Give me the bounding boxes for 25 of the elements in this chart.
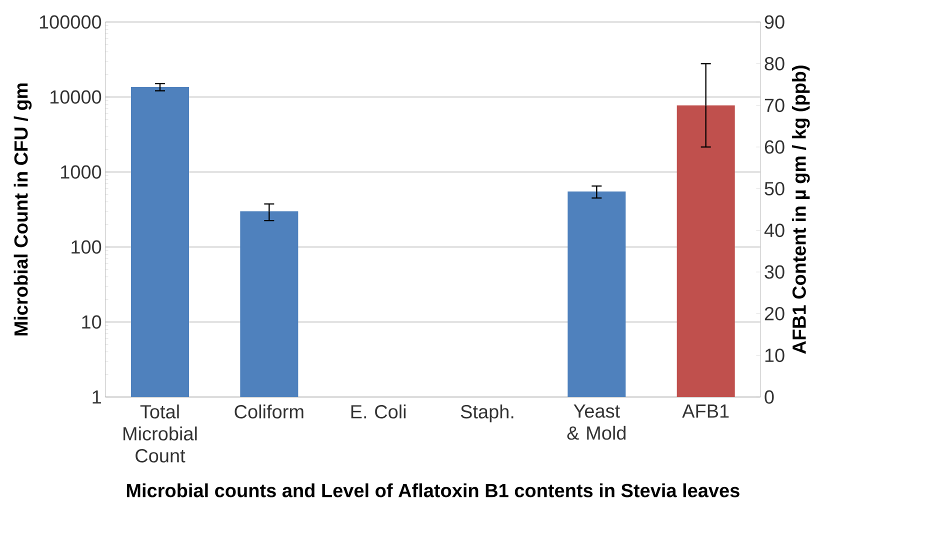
x-tick-label: Staph. (460, 404, 514, 422)
x-tick-label: Total Microbial Count (124, 404, 197, 462)
y2-tick-label: 30 (764, 265, 784, 279)
x-tick-label: Yeast & Mold (567, 404, 626, 440)
y2-tick-label: 90 (764, 15, 784, 29)
y2-axis-title: AFB1 Content in µ gm / kg (ppb) (792, 66, 810, 354)
x-axis-title: Microbial counts and Level of Aflatoxin B1 contents in Stevia leaves (126, 483, 740, 498)
y-tick-label: 10 (82, 315, 102, 329)
y-tick-label: 100 (72, 240, 102, 254)
y2-tick-label: 40 (764, 224, 784, 238)
y2-tick-label: 20 (764, 306, 784, 320)
x-tick-label: Coliform (234, 404, 304, 418)
x-tick-label: E. Coli (351, 404, 406, 418)
y-tick-label: 10000 (50, 90, 102, 104)
y-tick-label: 1000 (61, 165, 102, 179)
y-tick-label: 1 (92, 390, 101, 404)
x-tick-label: AFB1 (682, 404, 729, 418)
y2-tick-label: 0 (764, 390, 774, 404)
y2-tick-label: 10 (765, 348, 784, 362)
y2-tick-label: 60 (764, 140, 784, 154)
y2-tick-label: 70 (764, 98, 784, 112)
y2-tick-label: 80 (764, 56, 784, 70)
y-tick-label: 100000 (40, 15, 102, 29)
y2-tick-label: 50 (764, 182, 784, 196)
y-axis-title: Microbial Count in CFU / gm (14, 83, 32, 336)
